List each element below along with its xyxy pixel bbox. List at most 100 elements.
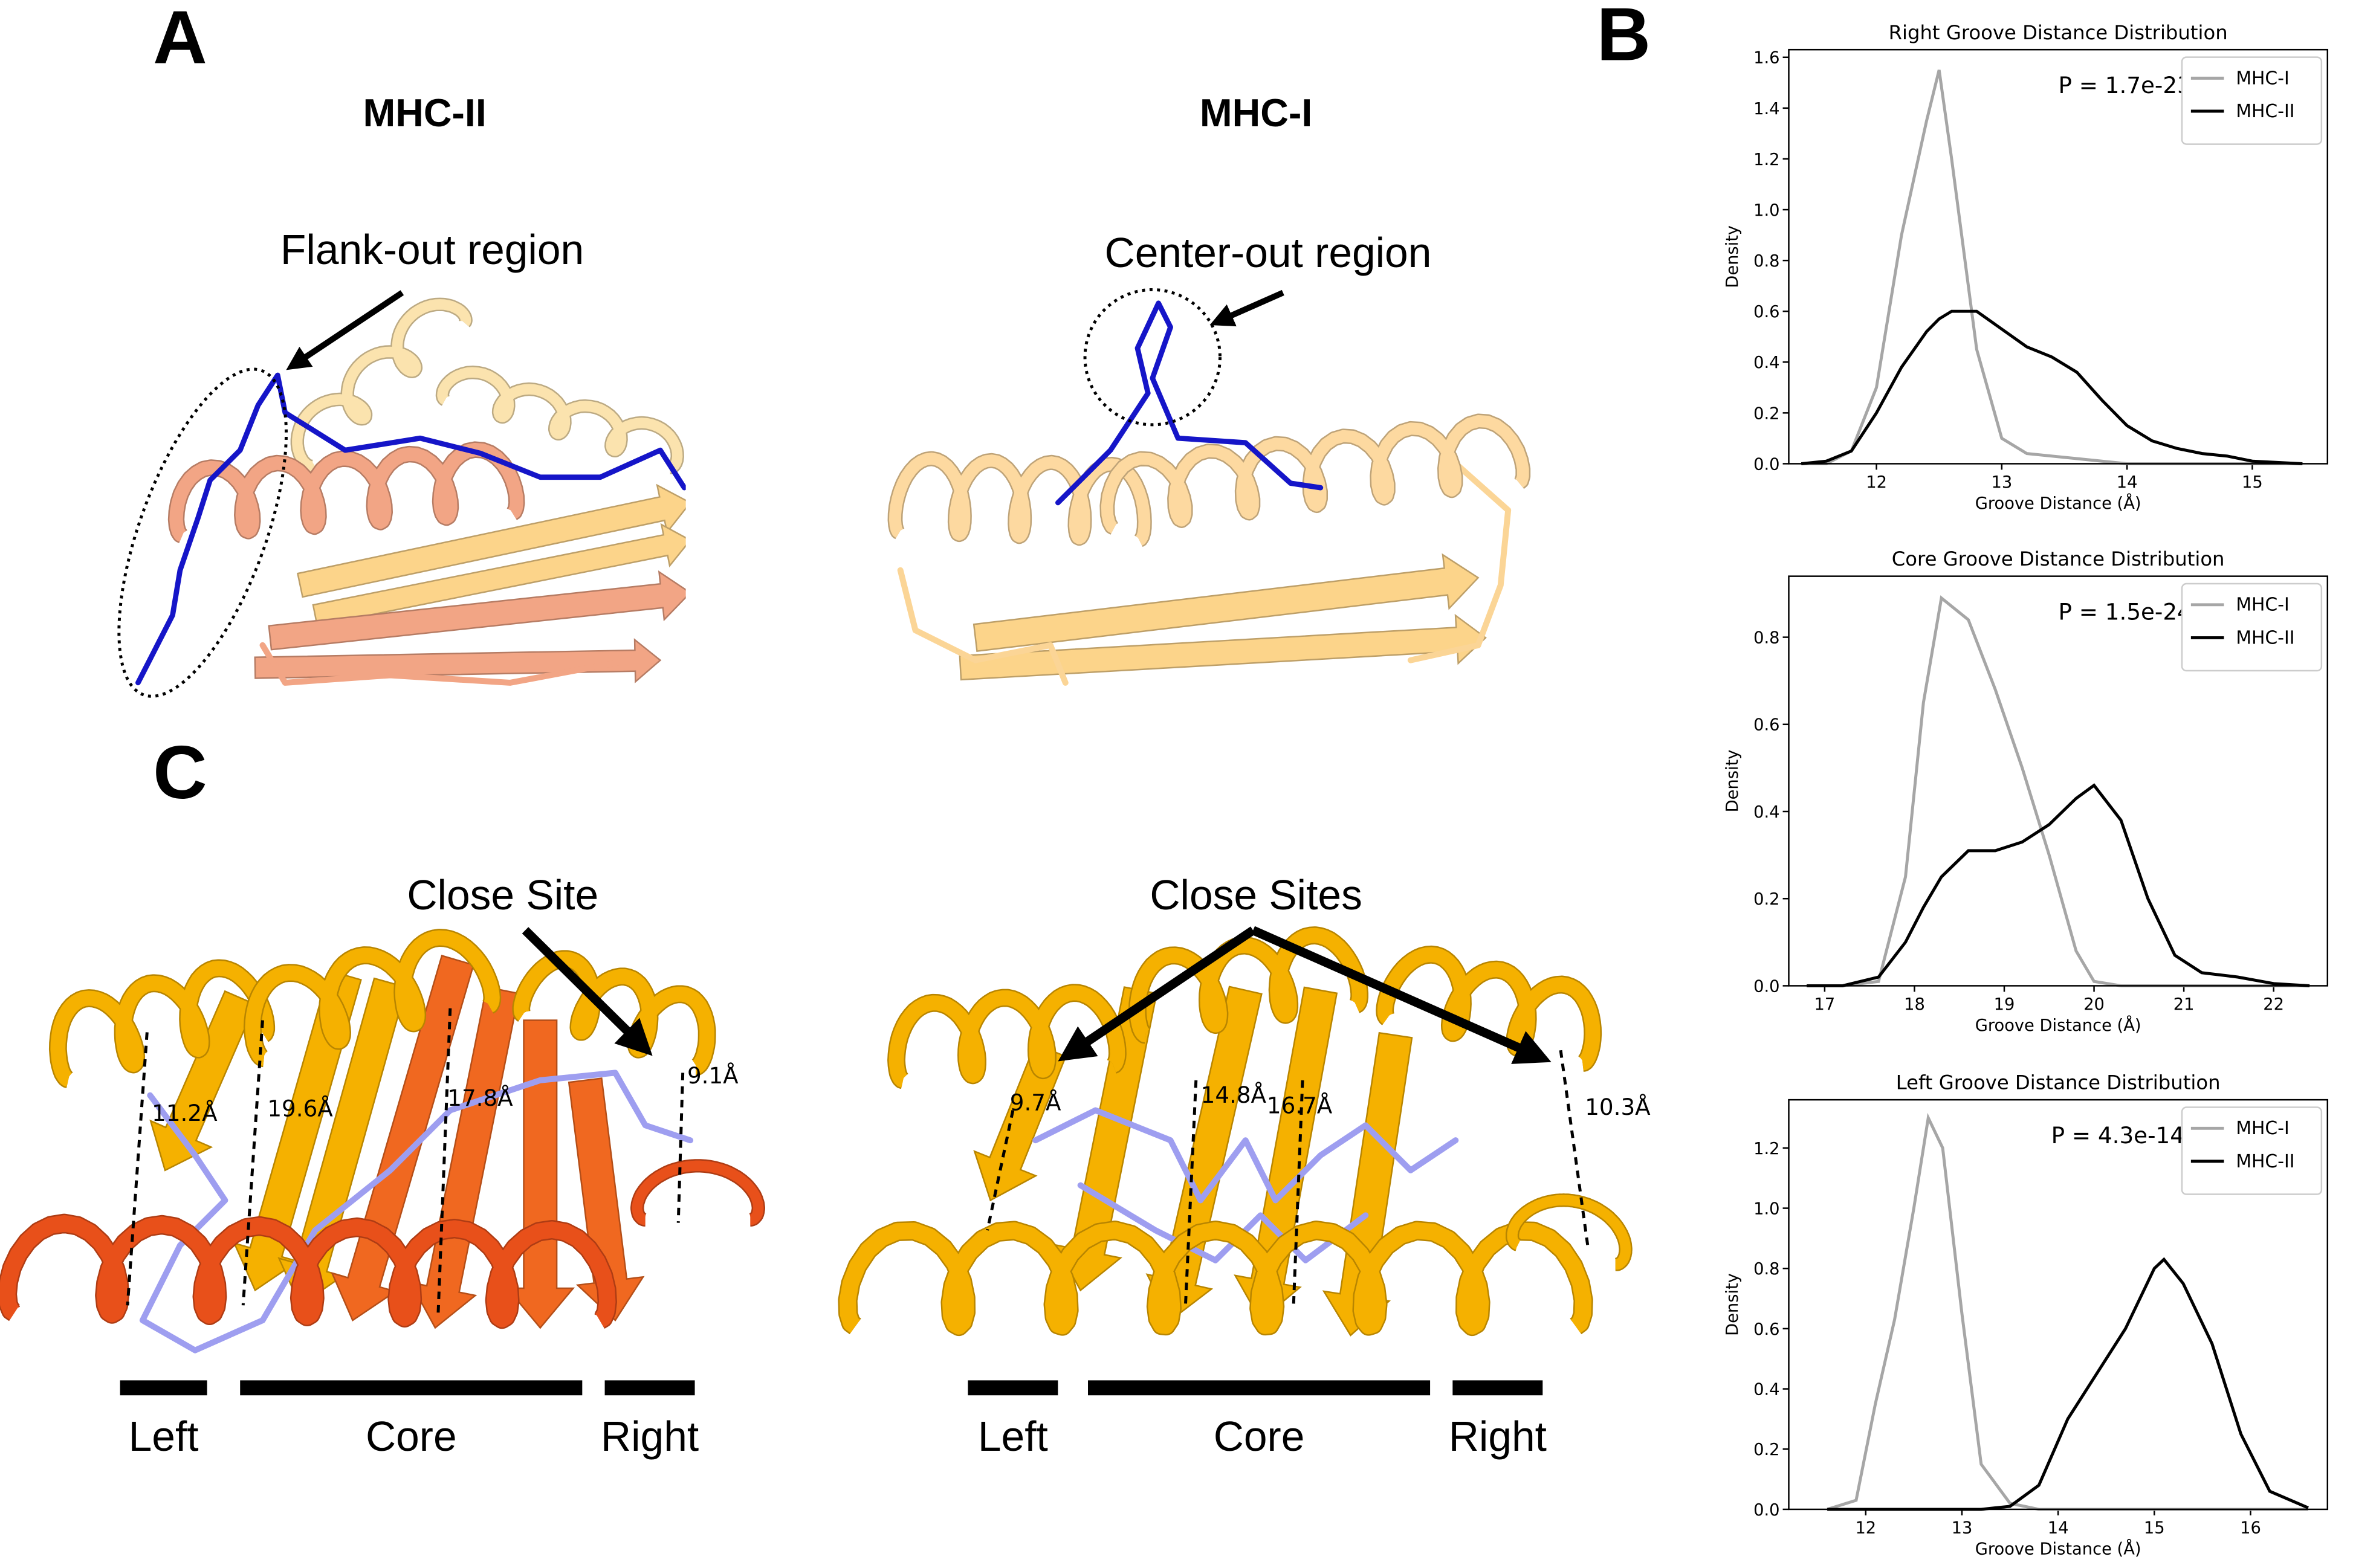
chart-title: Core Groove Distance Distribution bbox=[1892, 547, 2225, 570]
y-tick-label: 0.8 bbox=[1753, 629, 1779, 648]
x-axis-label: Groove Distance (Å) bbox=[1975, 1539, 2141, 1558]
panel-label: C bbox=[153, 731, 207, 815]
region-label: Core bbox=[366, 1413, 457, 1460]
x-tick-label: 20 bbox=[2083, 995, 2105, 1014]
y-tick-label: 0.0 bbox=[1753, 455, 1779, 474]
helix bbox=[1377, 947, 1600, 1071]
y-tick-label: 0.4 bbox=[1753, 803, 1779, 822]
y-tick-label: 1.0 bbox=[1753, 201, 1779, 220]
structure-title: MHC-I bbox=[1200, 91, 1312, 135]
annotations: 11.2Å 19.6Å 17.8Å 9.1Å 9.7Å 14.8Å 16.7Å 10.3Å Le… bbox=[120, 1008, 1651, 1460]
helix bbox=[50, 960, 274, 1087]
distance-label: 17.8Å bbox=[447, 1085, 513, 1111]
x-tick-label: 13 bbox=[1952, 1519, 1973, 1538]
helix bbox=[292, 299, 471, 472]
helix bbox=[437, 367, 683, 473]
region-bar bbox=[120, 1380, 207, 1396]
helix bbox=[169, 442, 523, 542]
y-axis-label: Density bbox=[1723, 750, 1742, 813]
arrow bbox=[1251, 926, 1552, 1064]
helix bbox=[513, 951, 715, 1074]
peptide bbox=[139, 1070, 694, 1353]
kde-chart: Core Groove Distance Distribution 0.0 0.2 0… bbox=[1723, 547, 2329, 1035]
y-tick-label: 0.0 bbox=[1753, 977, 1779, 996]
distance-line bbox=[986, 1109, 1015, 1231]
distance-label: 14.8Å bbox=[1201, 1082, 1267, 1108]
chart-title: Right Groove Distance Distribution bbox=[1889, 21, 2228, 44]
y-tick-label: 0.2 bbox=[1753, 404, 1779, 423]
loop bbox=[1407, 447, 1512, 663]
legend-label: MHC-II bbox=[2236, 101, 2294, 122]
x-tick-label: 15 bbox=[2242, 473, 2263, 492]
kde-chart: Right Groove Distance Distribution 0.0 0.2… bbox=[1723, 21, 2329, 513]
region-label: Right bbox=[1449, 1413, 1547, 1460]
site-label: Close Sites bbox=[1150, 871, 1362, 918]
y-tick-label: 0.6 bbox=[1753, 716, 1779, 735]
x-tick-label: 13 bbox=[1991, 473, 2012, 492]
region-label: Left bbox=[978, 1413, 1048, 1460]
x-axis-label: Groove Distance (Å) bbox=[1975, 1016, 2141, 1035]
region-bar bbox=[968, 1380, 1058, 1396]
arrow bbox=[1209, 289, 1284, 327]
legend-label: MHC-II bbox=[2236, 627, 2294, 648]
distance-line bbox=[436, 1008, 452, 1313]
distance-line bbox=[241, 1020, 264, 1306]
strand bbox=[959, 613, 1487, 681]
helix bbox=[839, 1222, 1592, 1335]
y-tick-label: 0.8 bbox=[1753, 1260, 1779, 1279]
kde-chart: Left Groove Distance Distribution 0.0 0.2 0… bbox=[1723, 1071, 2329, 1558]
y-tick-label: 0.2 bbox=[1753, 1441, 1779, 1459]
y-tick-label: 0.2 bbox=[1753, 890, 1779, 909]
strand bbox=[312, 523, 686, 627]
strand bbox=[973, 553, 1480, 652]
strand bbox=[568, 1077, 645, 1322]
region-bar bbox=[604, 1380, 695, 1396]
distance-label: 9.7Å bbox=[1010, 1089, 1061, 1116]
x-axis-label: Groove Distance (Å) bbox=[1975, 494, 2141, 513]
distance-label: 19.6Å bbox=[267, 1095, 333, 1121]
panel-label: B bbox=[1597, 0, 1651, 77]
region-label: Left bbox=[129, 1413, 199, 1460]
helix bbox=[889, 453, 1151, 546]
distance-label: 11.2Å bbox=[152, 1100, 218, 1126]
strand bbox=[254, 638, 662, 683]
strand bbox=[268, 570, 686, 651]
chart-title: Left Groove Distance Distribution bbox=[1896, 1071, 2221, 1094]
p-value: P = 1.5e-24 bbox=[2058, 599, 2191, 625]
y-axis-label: Density bbox=[1723, 1273, 1742, 1336]
helix bbox=[0, 1215, 616, 1328]
helix bbox=[632, 1160, 764, 1225]
region-bar bbox=[240, 1380, 583, 1396]
y-tick-label: 0.6 bbox=[1753, 303, 1779, 321]
distance-label: 16.7Å bbox=[1267, 1092, 1333, 1118]
loop bbox=[259, 642, 633, 686]
density-curve bbox=[1801, 309, 2303, 465]
arrow bbox=[1058, 926, 1256, 1062]
x-tick-label: 21 bbox=[2173, 995, 2195, 1014]
legend-label: MHC-I bbox=[2236, 595, 2289, 616]
site-label: Close Site bbox=[407, 871, 598, 918]
axes-frame bbox=[1788, 48, 2329, 465]
molecular-structures bbox=[0, 297, 1633, 1353]
panel-label: A bbox=[153, 0, 207, 80]
arrow bbox=[286, 290, 404, 370]
axes-frame bbox=[1788, 575, 2329, 987]
region-label: Center-out region bbox=[1105, 229, 1432, 276]
region-label: Core bbox=[1214, 1413, 1305, 1460]
distance-label: 9.1Å bbox=[687, 1062, 739, 1089]
axes-frame bbox=[1788, 1099, 2329, 1511]
mhc1-groove bbox=[838, 926, 1633, 1337]
y-tick-label: 0.6 bbox=[1753, 1320, 1779, 1339]
x-tick-label: 18 bbox=[1904, 995, 1925, 1014]
x-tick-label: 14 bbox=[2048, 1519, 2069, 1538]
helix bbox=[245, 930, 500, 1066]
legend-label: MHC-I bbox=[2236, 68, 2289, 89]
strand bbox=[296, 483, 686, 598]
p-value: P = 1.7e-23 bbox=[2058, 72, 2191, 98]
structure-title: MHC-II bbox=[363, 91, 486, 135]
region-label: Right bbox=[601, 1413, 699, 1460]
x-tick-label: 22 bbox=[2263, 995, 2284, 1014]
loop bbox=[897, 567, 1069, 686]
distance-label: 10.3Å bbox=[1585, 1094, 1651, 1120]
distance-line bbox=[1183, 1080, 1198, 1306]
